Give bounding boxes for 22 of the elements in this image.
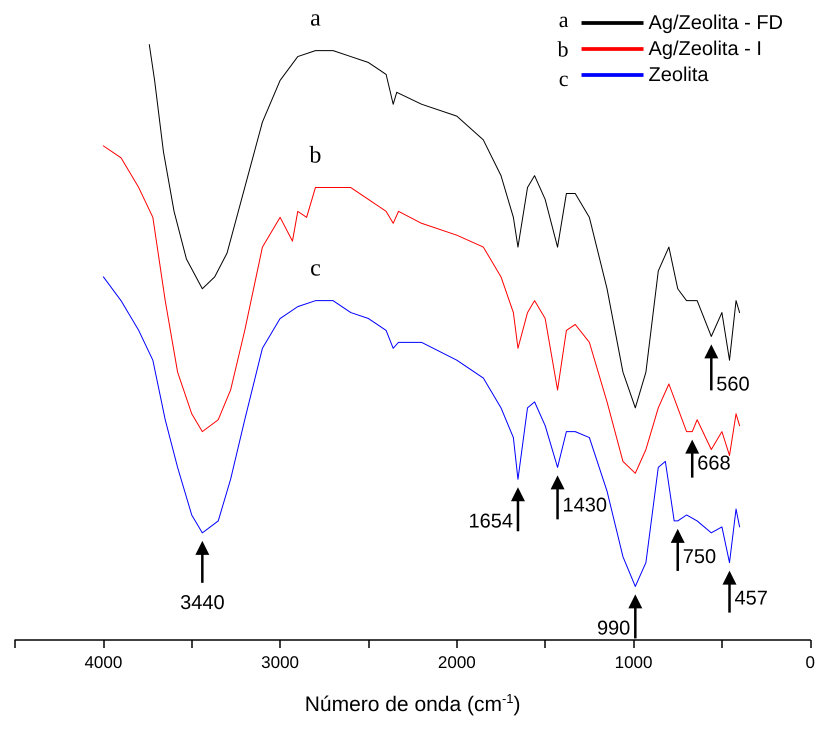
legend-label: Ag/Zeolita - FD bbox=[648, 12, 783, 34]
annotation: 1654 bbox=[468, 510, 513, 532]
annotation: 990 bbox=[596, 617, 630, 640]
x-tick-label: 3000 bbox=[261, 653, 300, 672]
annotation: b bbox=[309, 142, 322, 169]
text: a bbox=[558, 7, 569, 32]
legend-label: Zeolita bbox=[648, 64, 710, 86]
text: a bbox=[310, 6, 321, 32]
annotation: 457 bbox=[734, 588, 768, 610]
x-tick-label: 0 bbox=[806, 653, 816, 672]
text: c bbox=[558, 66, 569, 91]
annotation: c bbox=[310, 256, 321, 282]
text: b bbox=[558, 36, 569, 62]
annotation: 560 bbox=[716, 373, 750, 396]
x-tick-label: 2000 bbox=[438, 653, 476, 672]
annotation: 668 bbox=[697, 452, 731, 475]
annotation: 3440 bbox=[180, 592, 225, 614]
x-tick-label: 4000 bbox=[84, 653, 122, 672]
x-tick-label: 1000 bbox=[614, 653, 652, 672]
annotation: 1430 bbox=[562, 494, 608, 516]
legend-label: Ag/Zeolita - I bbox=[648, 38, 762, 60]
annotation: 750 bbox=[682, 546, 716, 568]
